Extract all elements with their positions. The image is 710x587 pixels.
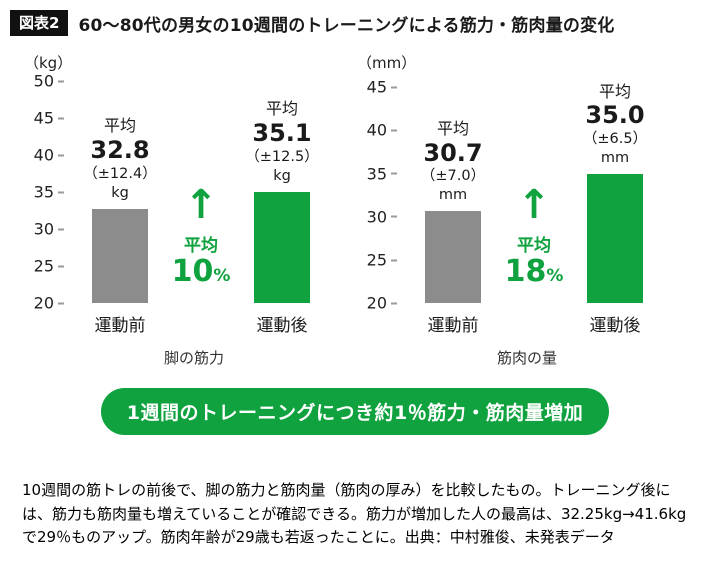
y-tick: 40 — [367, 121, 397, 140]
y-tick: 30 — [367, 207, 397, 226]
y-tick: 40 — [34, 146, 64, 165]
change-percent: 10% — [155, 256, 247, 288]
bar-rect-before — [425, 210, 481, 304]
y-tick: 50 — [34, 72, 64, 91]
figure-title: 60〜80代の男女の10週間のトレーニングによる筋力・筋肉量の変化 — [78, 15, 615, 36]
bar-annotation: 平均 32.8 （±12.4） kg — [83, 116, 156, 202]
x-label-before: 運動前 — [94, 316, 146, 337]
y-tick: 45 — [367, 78, 397, 97]
unit-label: mm — [600, 149, 630, 166]
avg-label: 平均 — [265, 99, 298, 119]
avg-label: 平均 — [103, 116, 136, 136]
change-percent-value: 18 — [504, 253, 547, 289]
description-text: 10週間の筋トレの前後で、脚の筋力と筋肉量（筋肉の厚み）を比較したもの。トレーニ… — [22, 481, 687, 546]
figure-header: 図表2 60〜80代の男女の10週間のトレーニングによる筋力・筋肉量の変化 — [0, 0, 710, 37]
avg-value: 35.1 — [252, 119, 312, 148]
y-tick: 20 — [367, 294, 397, 313]
avg-value: 35.0 — [585, 101, 645, 130]
error-range: （±12.5） — [245, 148, 319, 165]
change-avg-label: 平均 — [517, 235, 551, 256]
unit-label: kg — [111, 184, 129, 201]
plot-area: 平均 30.7 （±7.0） mm 平均 35.0 （±6.5） mm — [397, 82, 657, 304]
error-range: （±7.0） — [420, 168, 486, 185]
y-axis-ticks: 45 40 35 30 25 20 — [355, 78, 397, 313]
error-range: （±6.5） — [582, 130, 648, 147]
y-tick: 35 — [34, 183, 64, 202]
bar-column-after: 平均 35.1 （±12.5） kg — [245, 81, 319, 304]
y-tick: 45 — [34, 109, 64, 128]
bar-column-before: 平均 30.7 （±7.0） mm — [421, 87, 485, 304]
plot-row: 50 45 40 35 30 25 20 平均 32.8 （±12.4） kg 平均 35.… — [22, 72, 327, 313]
y-tick: 20 — [34, 294, 64, 313]
bar-rect-after — [587, 173, 643, 304]
x-label-after: 運動後 — [256, 316, 308, 337]
x-label-after: 運動後 — [589, 316, 641, 337]
avg-label: 平均 — [598, 81, 631, 101]
figure-badge: 図表2 — [10, 10, 69, 37]
plot-row: 45 40 35 30 25 20 平均 30.7 （±7.0） mm 平均 35.0 — [355, 78, 660, 313]
bar-annotation: 平均 30.7 （±7.0） mm — [421, 119, 485, 205]
y-axis-unit-label: （mm） — [357, 54, 417, 73]
y-tick: 25 — [367, 251, 397, 270]
x-label-before: 運動前 — [427, 316, 479, 337]
avg-value: 32.8 — [90, 136, 150, 165]
up-arrow-icon: ↑ — [184, 181, 218, 228]
bar-annotation: 平均 35.1 （±12.5） kg — [245, 99, 318, 185]
change-percent: 18% — [488, 256, 580, 288]
unit-label: kg — [273, 167, 291, 184]
y-tick: 25 — [34, 257, 64, 276]
x-axis-labels: 運動前 運動後 — [397, 311, 657, 337]
percent-sign: % — [546, 265, 564, 286]
avg-label: 平均 — [436, 118, 469, 138]
y-axis-ticks: 50 45 40 35 30 25 20 — [22, 72, 64, 313]
bar-column-before: 平均 32.8 （±12.4） kg — [83, 81, 157, 304]
change-annotation: ↑ 平均 18% — [488, 181, 580, 288]
chart-caption: 筋肉の量 — [496, 349, 557, 368]
unit-label: mm — [438, 186, 468, 203]
y-axis-unit-label: （kg） — [24, 54, 73, 73]
up-arrow-icon: ↑ — [517, 181, 551, 228]
error-range: （±12.4） — [83, 165, 157, 182]
y-tick: 30 — [34, 220, 64, 239]
change-annotation: ↑ 平均 10% — [155, 181, 247, 288]
bar-rect-before — [92, 208, 148, 304]
chart-leg-strength: （kg） 50 45 40 35 30 25 20 平均 32.8 （±12.4） kg 平… — [22, 52, 327, 368]
charts-area: （kg） 50 45 40 35 30 25 20 平均 32.8 （±12.4） kg 平… — [0, 52, 710, 368]
avg-value: 30.7 — [423, 138, 483, 167]
x-axis-labels: 運動前 運動後 — [64, 311, 324, 337]
percent-sign: % — [213, 265, 231, 286]
plot-area: 平均 32.8 （±12.4） kg 平均 35.1 （±12.5） kg — [64, 81, 324, 304]
chart-caption: 脚の筋力 — [163, 349, 224, 368]
summary-banner: 1週間のトレーニングにつき約1％筋力・筋肉量増加 — [100, 388, 610, 436]
bar-annotation: 平均 35.0 （±6.5） mm — [583, 82, 647, 168]
change-percent-value: 10 — [171, 253, 214, 289]
bar-column-after: 平均 35.0 （±6.5） mm — [583, 82, 647, 304]
bar-rect-after — [254, 191, 310, 304]
y-tick: 35 — [367, 164, 397, 183]
change-avg-label: 平均 — [184, 235, 218, 256]
chart-muscle-mass: （mm） 45 40 35 30 25 20 平均 30.7 （±7.0） mm 平均 — [355, 52, 660, 368]
